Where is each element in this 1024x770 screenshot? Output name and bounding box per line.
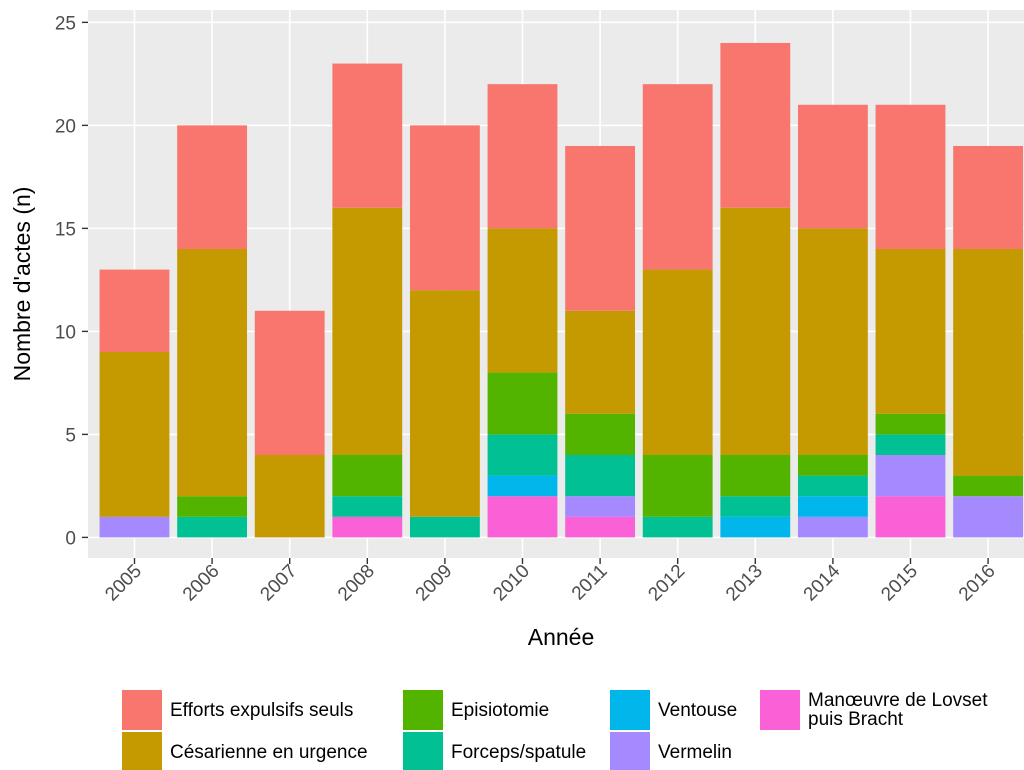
x-tick-label: 2013	[722, 561, 767, 606]
legend-item: Césarienne en urgence	[122, 732, 368, 770]
bar-segment	[565, 310, 636, 414]
legend-item: Manœuvre de Lovset puis Bracht	[760, 690, 988, 730]
bar-segment	[720, 454, 791, 497]
x-tick-label: 2006	[179, 561, 224, 606]
x-axis-title: Année	[528, 624, 595, 650]
bar-segment	[642, 84, 713, 270]
legend-key	[403, 690, 443, 730]
bar-segment	[487, 475, 558, 497]
bar-segment	[797, 104, 868, 229]
bar-segment	[177, 248, 248, 497]
bar-segment	[797, 475, 868, 497]
bar-segment	[332, 63, 403, 208]
bar-segment	[487, 84, 558, 229]
legend-label: Césarienne en urgence	[170, 741, 368, 763]
bar-segment	[409, 125, 480, 291]
legend-key	[122, 690, 162, 730]
bar-segment	[487, 434, 558, 476]
bar-segment	[565, 145, 636, 311]
legend-key	[610, 732, 650, 770]
legend: Efforts expulsifs seuls Césarienne en urg…	[122, 690, 1022, 770]
x-tick-label: 2012	[644, 561, 689, 606]
legend-label: Ventouse	[658, 699, 738, 721]
bar-segment	[565, 454, 636, 497]
bar-segment	[332, 516, 403, 538]
bar-segment	[797, 454, 868, 476]
x-tick-label: 2016	[955, 561, 1000, 606]
bar-segment	[875, 454, 946, 497]
y-tick-label: 25	[55, 13, 76, 34]
x-tick-label: 2007	[256, 561, 301, 606]
legend-label: Episiotomie	[451, 699, 550, 721]
bar-segment	[409, 290, 480, 517]
bar-segment	[565, 413, 636, 455]
x-tick-label: 2015	[877, 561, 922, 606]
y-tick-label: 10	[55, 322, 76, 343]
bar-segment	[99, 351, 170, 517]
bar-segment	[720, 207, 791, 455]
bar-segment	[177, 496, 248, 517]
bar-segment	[875, 104, 946, 249]
bar-segment	[487, 372, 558, 435]
x-tick-label: 2014	[800, 560, 845, 605]
bar-segment	[565, 516, 636, 538]
bar-segment	[254, 310, 325, 455]
y-tick-label: 5	[65, 425, 76, 446]
legend-item: Episiotomie	[403, 690, 549, 730]
bar-segment	[953, 145, 1024, 249]
x-tick-label: 2011	[568, 561, 612, 605]
x-tick-label: 2010	[489, 561, 534, 606]
bar-segment	[99, 516, 170, 538]
bar-segment	[254, 454, 325, 538]
legend-label: Efforts expulsifs seuls	[170, 699, 354, 721]
bar-segment	[487, 496, 558, 538]
bar-segment	[720, 496, 791, 517]
bar-segment	[642, 454, 713, 517]
bar-segment	[720, 516, 791, 538]
y-tick-label: 0	[65, 528, 76, 549]
legend-item: Ventouse	[610, 690, 737, 730]
bar-segment	[409, 516, 480, 538]
bar-segment	[797, 516, 868, 538]
bar-segment	[332, 496, 403, 517]
x-tick-label: 2005	[101, 561, 146, 606]
legend-item: Vermelin	[610, 732, 732, 770]
bar-segment	[487, 228, 558, 373]
bar-segment	[953, 496, 1024, 538]
legend-key	[403, 732, 443, 770]
bar-segment	[99, 269, 170, 352]
legend-item: Forceps/spatule	[403, 732, 586, 770]
bar-segment	[720, 42, 791, 208]
bar-segment	[797, 496, 868, 517]
bar-segment	[177, 125, 248, 249]
legend-item: Efforts expulsifs seuls	[122, 690, 353, 730]
bar-segment	[875, 413, 946, 435]
y-axis-title: Nombre d'actes (n)	[9, 187, 35, 382]
chart: Année Nombre d'actes (n) 0 5 10 15 20 25 2005 2…	[9, 10, 1024, 650]
bar-segment	[875, 496, 946, 538]
legend-key	[122, 732, 162, 770]
legend-key	[760, 690, 800, 730]
legend-label: Forceps/spatule	[451, 741, 587, 763]
legend-key	[610, 690, 650, 730]
legend-label: Vermelin	[658, 741, 732, 763]
bar-segment	[953, 248, 1024, 476]
legend-label: Manœuvre de Lovset puis Bracht	[808, 690, 988, 730]
bar-segment	[642, 516, 713, 538]
x-tick-label: 2008	[334, 561, 379, 606]
y-tick-label: 15	[55, 219, 76, 240]
bar-segment	[177, 516, 248, 538]
bar-segment	[953, 475, 1024, 497]
x-tick-label: 2009	[412, 561, 457, 606]
bar-segment	[332, 454, 403, 497]
bar-segment	[875, 434, 946, 455]
bar-segment	[332, 207, 403, 455]
y-tick-label: 20	[55, 116, 76, 137]
bar-segment	[797, 228, 868, 455]
bar-segment	[565, 496, 636, 517]
bar-segment	[875, 248, 946, 414]
bar-segment	[642, 269, 713, 455]
